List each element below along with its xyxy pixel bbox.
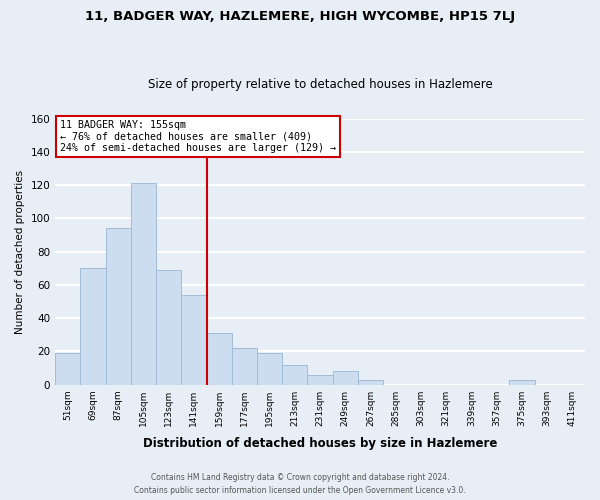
Bar	[358, 380, 383, 384]
Bar	[509, 380, 535, 384]
Bar	[55, 353, 80, 384]
Bar	[257, 353, 282, 384]
Title: Size of property relative to detached houses in Hazlemere: Size of property relative to detached ho…	[148, 78, 493, 91]
Y-axis label: Number of detached properties: Number of detached properties	[15, 170, 25, 334]
Text: 11 BADGER WAY: 155sqm
← 76% of detached houses are smaller (409)
24% of semi-det: 11 BADGER WAY: 155sqm ← 76% of detached …	[61, 120, 337, 153]
Bar	[131, 184, 156, 384]
Bar	[181, 295, 206, 384]
Bar	[232, 348, 257, 385]
Bar	[206, 333, 232, 384]
Bar	[106, 228, 131, 384]
Bar	[80, 268, 106, 384]
Bar	[282, 364, 307, 384]
X-axis label: Distribution of detached houses by size in Hazlemere: Distribution of detached houses by size …	[143, 437, 497, 450]
Text: 11, BADGER WAY, HAZLEMERE, HIGH WYCOMBE, HP15 7LJ: 11, BADGER WAY, HAZLEMERE, HIGH WYCOMBE,…	[85, 10, 515, 23]
Bar	[156, 270, 181, 384]
Text: Contains HM Land Registry data © Crown copyright and database right 2024.
Contai: Contains HM Land Registry data © Crown c…	[134, 474, 466, 495]
Bar	[332, 372, 358, 384]
Bar	[307, 374, 332, 384]
